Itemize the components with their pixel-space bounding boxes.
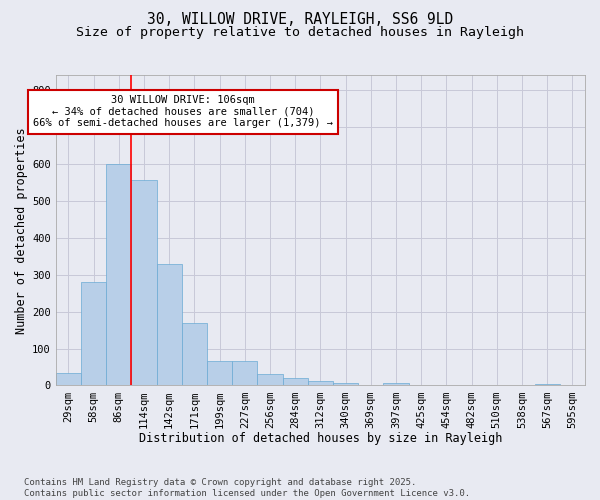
Bar: [157, 264, 182, 386]
Bar: [207, 362, 232, 386]
Bar: [383, 382, 409, 386]
X-axis label: Distribution of detached houses by size in Rayleigh: Distribution of detached houses by size …: [139, 432, 502, 445]
Text: Size of property relative to detached houses in Rayleigh: Size of property relative to detached ho…: [76, 26, 524, 39]
Bar: [257, 374, 283, 386]
Bar: [232, 362, 257, 386]
Bar: [182, 322, 207, 386]
Y-axis label: Number of detached properties: Number of detached properties: [15, 127, 28, 334]
Bar: [106, 164, 131, 386]
Bar: [81, 282, 106, 386]
Bar: [283, 378, 308, 386]
Text: 30, WILLOW DRIVE, RAYLEIGH, SS6 9LD: 30, WILLOW DRIVE, RAYLEIGH, SS6 9LD: [147, 12, 453, 28]
Text: 30 WILLOW DRIVE: 106sqm
← 34% of detached houses are smaller (704)
66% of semi-d: 30 WILLOW DRIVE: 106sqm ← 34% of detache…: [33, 95, 333, 128]
Text: Contains HM Land Registry data © Crown copyright and database right 2025.
Contai: Contains HM Land Registry data © Crown c…: [24, 478, 470, 498]
Bar: [535, 384, 560, 386]
Bar: [131, 180, 157, 386]
Bar: [56, 372, 81, 386]
Bar: [308, 381, 333, 386]
Bar: [333, 382, 358, 386]
